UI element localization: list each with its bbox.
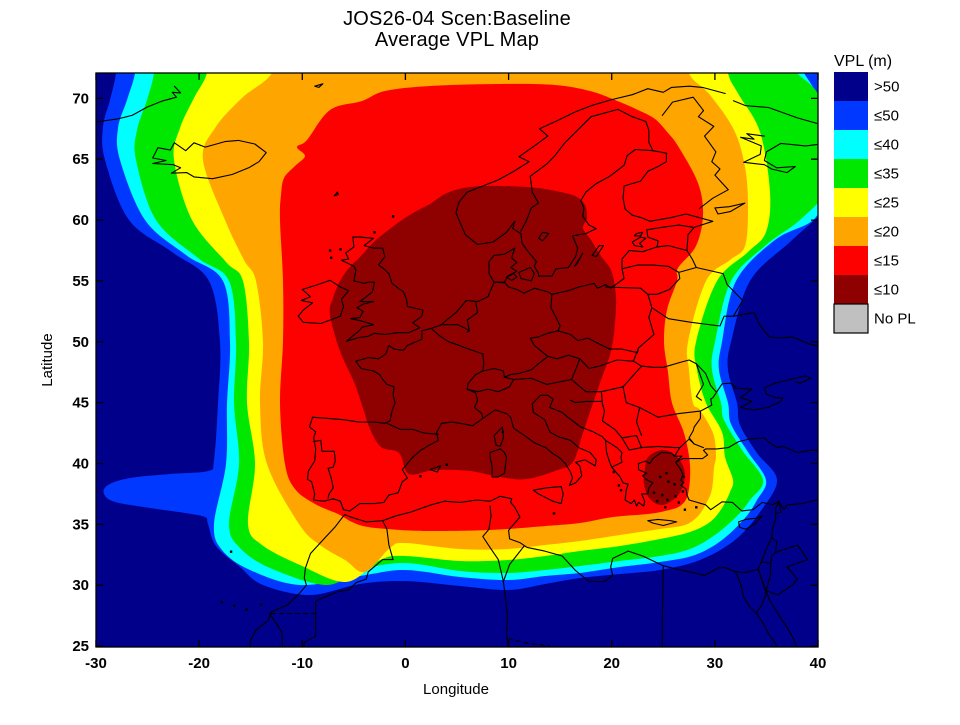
svg-text:-20: -20	[188, 655, 210, 672]
svg-text:VPL (m): VPL (m)	[834, 53, 892, 70]
svg-text:Latitude: Latitude	[39, 333, 56, 386]
svg-text:≤35: ≤35	[874, 166, 899, 183]
svg-text:50: 50	[72, 334, 89, 351]
svg-text:>50: >50	[874, 79, 899, 96]
svg-text:55: 55	[72, 273, 89, 290]
svg-text:≤15: ≤15	[874, 253, 899, 270]
svg-text:10: 10	[500, 655, 517, 672]
svg-text:35: 35	[72, 516, 89, 533]
svg-text:≤25: ≤25	[874, 195, 899, 212]
svg-text:-30: -30	[85, 655, 107, 672]
svg-text:JOS26-04 Scen:Baseline: JOS26-04 Scen:Baseline	[343, 8, 571, 30]
svg-text:No PL: No PL	[874, 311, 916, 328]
svg-text:30: 30	[707, 655, 724, 672]
svg-text:≤40: ≤40	[874, 137, 899, 154]
svg-text:0: 0	[401, 655, 409, 672]
svg-text:45: 45	[72, 395, 89, 412]
svg-text:70: 70	[72, 90, 89, 107]
svg-text:25: 25	[72, 638, 89, 655]
svg-text:≤20: ≤20	[874, 224, 899, 241]
svg-text:20: 20	[603, 655, 620, 672]
svg-text:65: 65	[72, 151, 89, 168]
svg-text:30: 30	[72, 577, 89, 594]
svg-text:Average VPL Map: Average VPL Map	[375, 29, 539, 51]
svg-text:Longitude: Longitude	[423, 681, 489, 698]
svg-text:40: 40	[810, 655, 827, 672]
svg-text:-10: -10	[291, 655, 313, 672]
svg-text:≤50: ≤50	[874, 108, 899, 125]
svg-text:60: 60	[72, 212, 89, 229]
svg-text:≤10: ≤10	[874, 282, 899, 299]
svg-text:40: 40	[72, 456, 89, 473]
